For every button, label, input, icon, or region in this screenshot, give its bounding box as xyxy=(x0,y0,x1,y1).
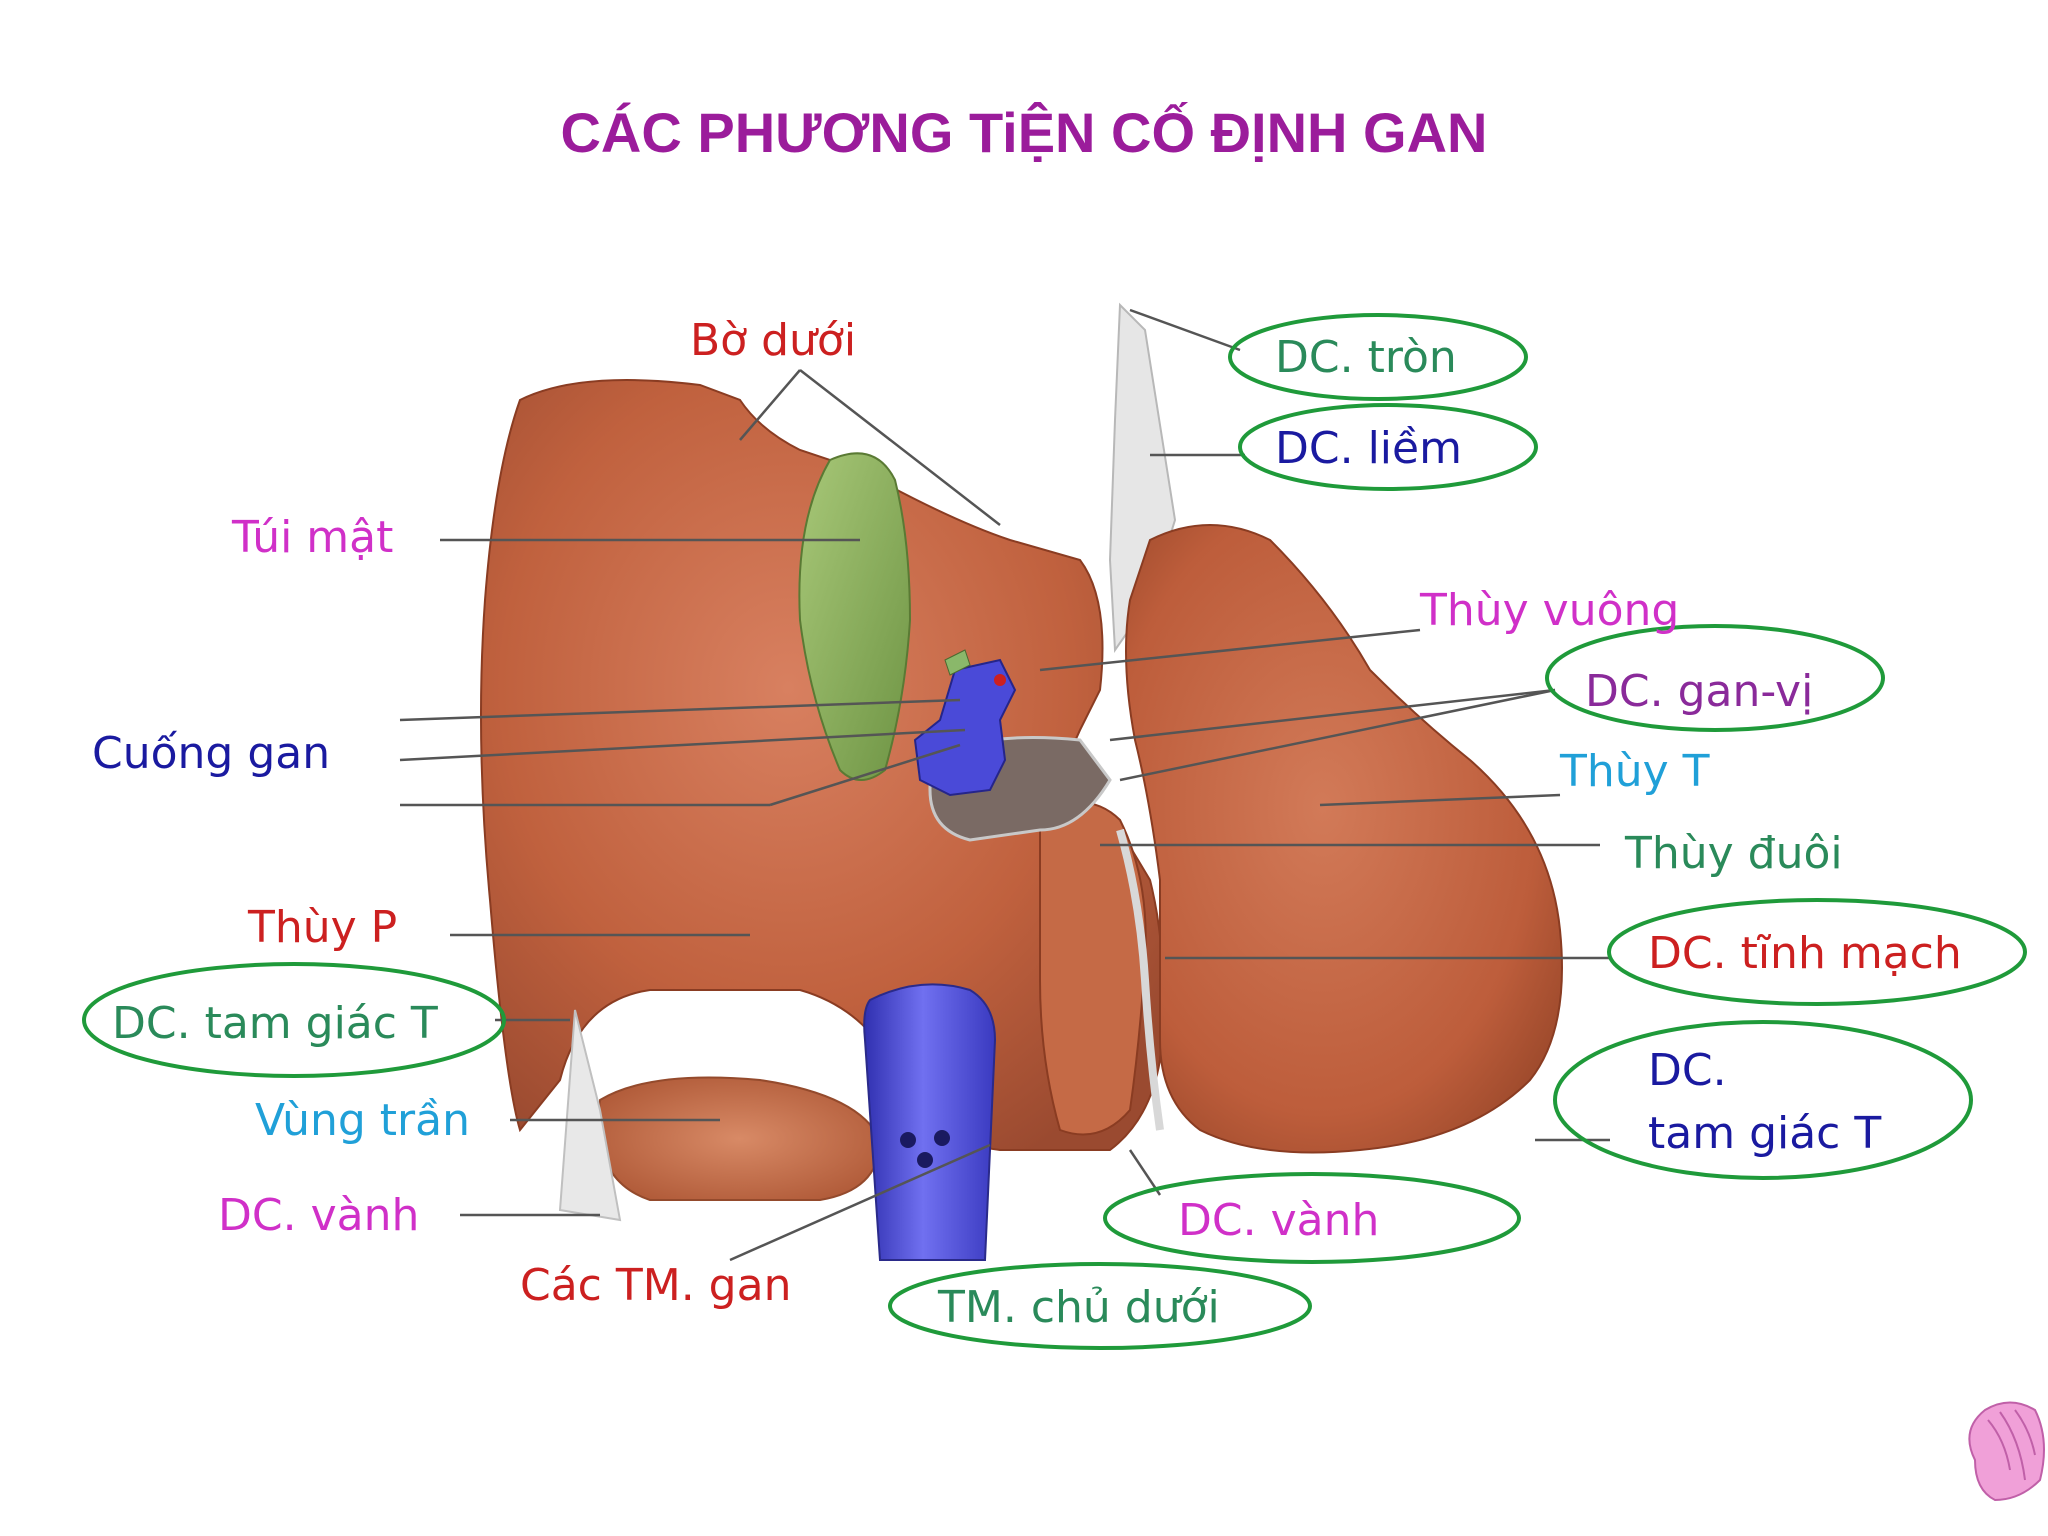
label-cuong-gan: Cuống gan xyxy=(92,728,330,779)
label-cac-tm-gan: Các TM. gan xyxy=(520,1260,791,1311)
left-ligament-shadow xyxy=(558,1009,622,1222)
label-bo-duoi: Bờ dưới xyxy=(690,315,856,366)
highlight-dc-tron xyxy=(1228,313,1528,401)
label-dc-vanh-right: DC. vành xyxy=(1178,1195,1379,1246)
hepatic-vein-opening xyxy=(900,1132,916,1148)
highlight-dc-liem xyxy=(1238,403,1538,491)
label-thuy-vuong: Thùy vuông xyxy=(1419,585,1679,636)
hepatic-vein-opening xyxy=(917,1152,933,1168)
highlight-dc-tam-giac-t-right xyxy=(1553,1020,1973,1180)
label-dc-tam-giac-t-right-1: DC. xyxy=(1648,1045,1727,1096)
caudate-lobe-shape xyxy=(1039,801,1147,1136)
label-dc-tam-giac-t-right-2: tam giác T xyxy=(1648,1108,1881,1159)
label-tm-chu-duoi: TM. chủ dưới xyxy=(937,1282,1220,1333)
label-dc-gan-vi: DC. gan-vị xyxy=(1585,666,1813,717)
highlight-ellipses xyxy=(82,313,2027,1350)
ivc-shape xyxy=(863,983,997,1261)
label-tui-mat: Túi mật xyxy=(231,512,393,563)
label-thuy-duoi: Thùy đuôi xyxy=(1624,828,1843,879)
label-vung-tran: Vùng trần xyxy=(255,1095,470,1146)
label-dc-tron: DC. tròn xyxy=(1275,332,1457,383)
highlight-dc-tam-giac-t-left xyxy=(82,962,506,1078)
bile-duct-shape xyxy=(994,674,1006,686)
label-thuy-t: Thùy T xyxy=(1559,746,1710,797)
label-dc-liem: DC. liềm xyxy=(1275,423,1462,474)
highlight-dc-tinh-mach xyxy=(1607,898,2027,1006)
right-lobe-shape xyxy=(480,379,1165,1151)
hepatic-vein-opening xyxy=(934,1130,950,1146)
shell-logo-icon xyxy=(1968,1401,2045,1502)
hepatic-artery-shape xyxy=(944,649,971,676)
label-dc-vanh-left: DC. vành xyxy=(218,1190,419,1241)
label-dc-tinh-mach: DC. tĩnh mạch xyxy=(1648,928,1962,979)
ligamentum-venosum-groove xyxy=(1116,828,1164,1131)
highlight-dc-vanh-right xyxy=(1103,1172,1521,1264)
bare-area-shape xyxy=(597,1076,882,1201)
highlight-dc-gan-vi xyxy=(1545,624,1885,732)
label-dc-tam-giac-t-left: DC. tam giác T xyxy=(112,998,438,1049)
label-thuy-p: Thùy P xyxy=(247,902,397,953)
highlight-tm-chu-duoi xyxy=(888,1262,1312,1350)
slide-title: CÁC PHƯƠNG TiỆN CỐ ĐỊNH GAN xyxy=(560,101,1488,164)
